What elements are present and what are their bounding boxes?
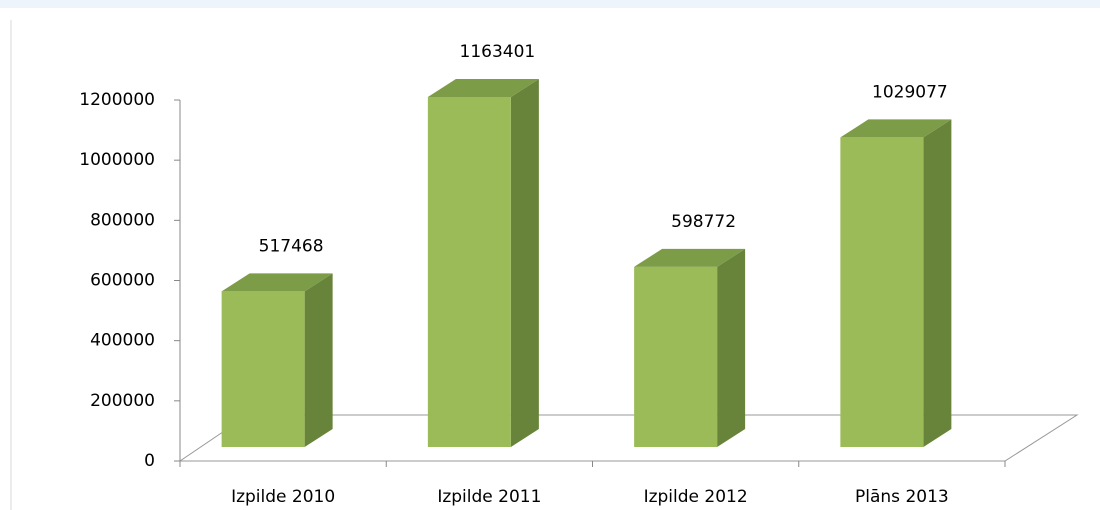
- x-tick-label: Izpilde 2010: [231, 487, 335, 507]
- bar: [840, 137, 924, 447]
- bar: [634, 266, 718, 447]
- bar: [221, 291, 305, 447]
- y-tick-label: 600000: [90, 271, 155, 291]
- data-label: 598772: [671, 212, 736, 232]
- bar-side: [510, 79, 539, 448]
- bar-top: [427, 79, 539, 98]
- data-label: 1029077: [872, 82, 948, 102]
- bar-side: [304, 273, 333, 447]
- bar-top: [840, 119, 952, 138]
- bar-top: [634, 248, 746, 267]
- y-tick-label: 1200000: [79, 90, 155, 110]
- bar-side: [717, 248, 746, 447]
- data-label: 517468: [259, 236, 324, 256]
- x-tick-label: Izpilde 2012: [644, 487, 748, 507]
- y-tick-label: 800000: [90, 210, 155, 230]
- bar: [427, 97, 511, 448]
- x-tick-label: Izpilde 2011: [437, 487, 541, 507]
- top-band: [0, 0, 1100, 8]
- bar-side: [923, 119, 952, 447]
- y-tick-label: 200000: [90, 391, 155, 411]
- y-tick-label: 0: [144, 451, 155, 471]
- data-label: 1163401: [460, 42, 536, 62]
- y-tick-label: 1000000: [79, 150, 155, 170]
- bar-top: [221, 273, 333, 292]
- y-tick-label: 400000: [90, 331, 155, 351]
- x-tick-label: Plāns 2013: [855, 487, 949, 507]
